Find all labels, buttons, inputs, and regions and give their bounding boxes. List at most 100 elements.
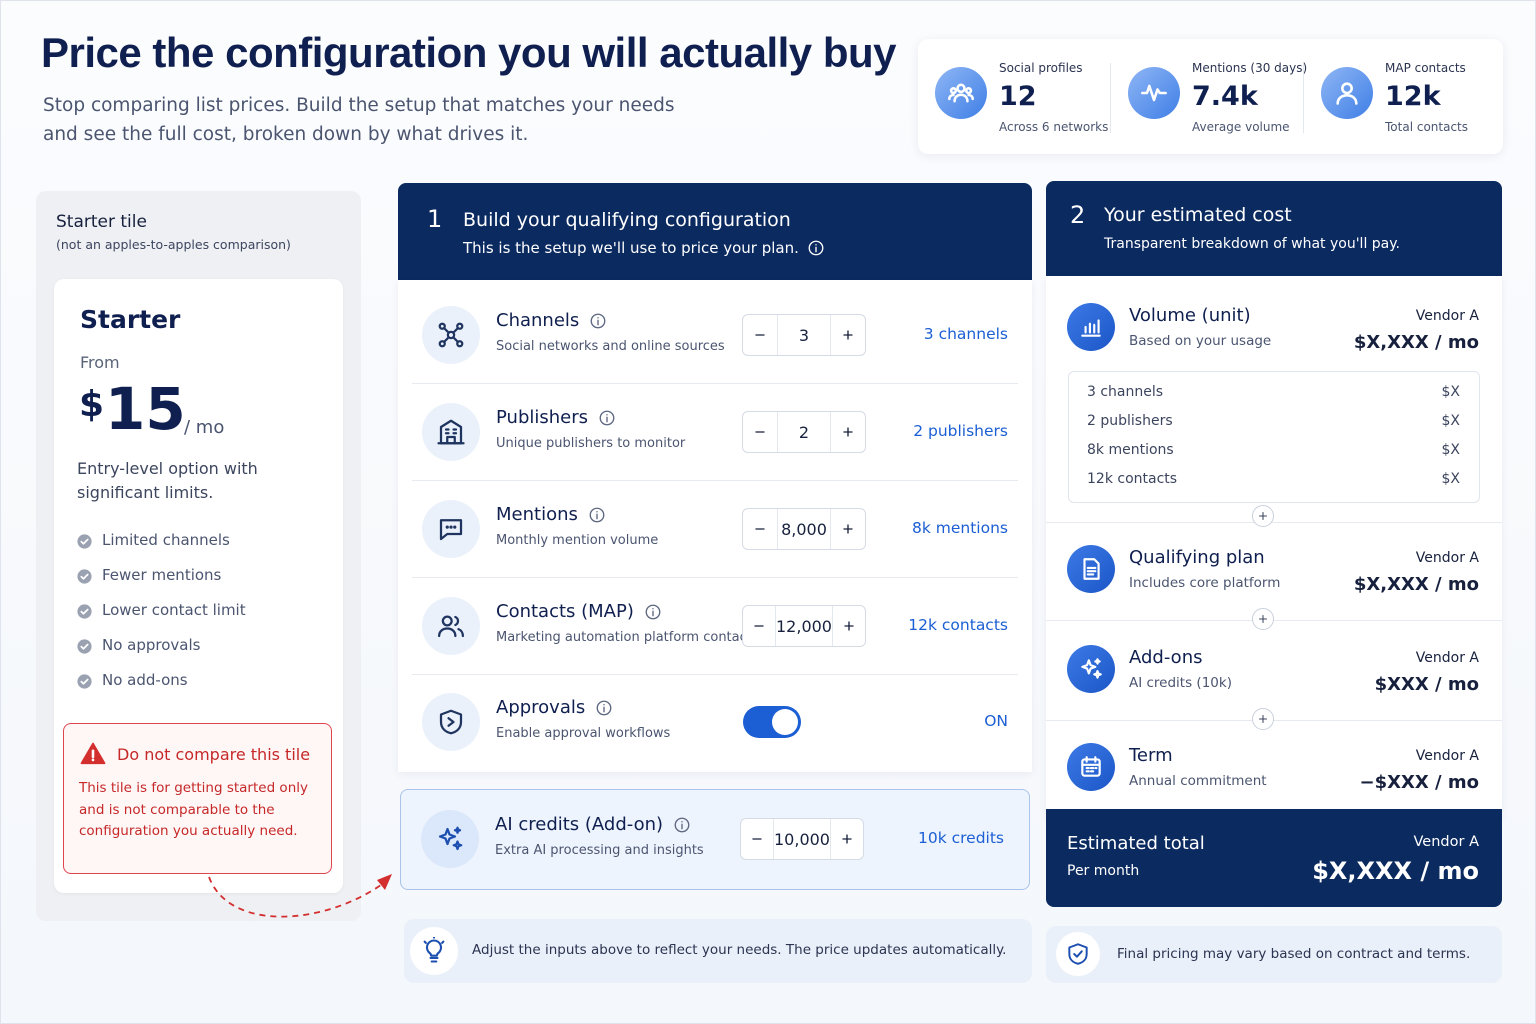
cost-header (1046, 181, 1502, 276)
icon-plus (843, 330, 853, 340)
cost-item-vendor: Vendor A (1415, 748, 1479, 764)
icon-plus (843, 524, 853, 534)
increment-button[interactable] (831, 819, 863, 859)
icon-pulse (1141, 84, 1167, 102)
starter-limit: Lower contact limit (102, 601, 246, 619)
icon-shape (964, 87, 973, 95)
icon-shape (456, 340, 464, 348)
cost-item-price: $XXX / mo (1374, 674, 1479, 695)
icon-shape (80, 573, 89, 580)
input-name: Publishers (496, 407, 589, 428)
icon-shape (439, 519, 463, 541)
decrement-button[interactable] (743, 606, 775, 646)
icon-plus (1258, 511, 1268, 521)
name-row: Publishers (496, 407, 616, 428)
icon-shape (80, 678, 89, 685)
cost-item-price: −$XXX / mo (1359, 772, 1479, 793)
icon-shape (438, 340, 446, 348)
starter-tile-note: (not an apples-to-apples comparison) (56, 237, 291, 252)
icon-shape (1258, 511, 1268, 521)
cost-subtitle: Transparent breakdown of what you'll pay… (1104, 236, 1400, 252)
input-icon (422, 306, 480, 364)
total-box (1046, 809, 1502, 907)
cost-item-name: Qualifying plan (1129, 547, 1265, 568)
cost-divider (1046, 720, 1502, 721)
icon-shield (439, 709, 463, 735)
icon-shape (1081, 319, 1101, 337)
input-name: Channels (496, 310, 580, 331)
icon-info (808, 240, 824, 256)
increment-button[interactable] (831, 412, 865, 452)
icon-shape (1073, 950, 1083, 958)
cost-item-description: Includes core platform (1129, 575, 1281, 591)
icon-bulb (423, 937, 445, 963)
icon-check (77, 534, 92, 549)
icon-shape (437, 428, 465, 445)
cost-item-description: Annual commitment (1129, 773, 1267, 789)
increment-button[interactable] (833, 606, 865, 646)
icon-shape (443, 327, 459, 343)
cost-divider (1046, 522, 1502, 523)
note-text: Final pricing may vary based on contract… (1117, 946, 1471, 962)
icon-shape (77, 674, 92, 689)
icon-shape (1081, 758, 1101, 777)
cost-divider (1046, 620, 1502, 621)
input-name: Mentions (496, 504, 578, 525)
row-divider (412, 674, 1018, 675)
icon-shape (80, 643, 89, 650)
icon-shape (674, 817, 690, 832)
cost-step: 2 (1070, 201, 1086, 229)
increment-button[interactable] (831, 315, 865, 355)
decrement-button[interactable] (743, 315, 777, 355)
icon-shape (843, 524, 853, 534)
stat-icon (1321, 67, 1373, 119)
icon-shape (1141, 84, 1167, 102)
icon-plus (1258, 614, 1268, 624)
starter-price: 15 (105, 375, 186, 443)
breakdown-label: 8k mentions (1087, 442, 1174, 458)
decrement-button[interactable] (743, 509, 777, 549)
icon-shape (423, 937, 445, 944)
tip-text: Adjust the inputs above to reflect your … (472, 942, 1007, 958)
name-row: Channels (496, 310, 607, 331)
icon-shape (599, 410, 615, 425)
starter-currency: $ (79, 384, 105, 425)
input-description: Enable approval workflows (496, 726, 671, 741)
input-summary: 2 publishers (913, 422, 1008, 440)
cost-icon (1067, 545, 1115, 593)
increment-button[interactable] (831, 509, 865, 549)
breakdown-price: $X (1441, 442, 1461, 458)
input-summary: 12k contacts (908, 616, 1008, 634)
config-body (398, 280, 1032, 772)
cost-body (1046, 276, 1502, 816)
decrement-button[interactable] (743, 412, 777, 452)
icon-info (599, 410, 615, 425)
icon-shape (949, 87, 958, 95)
input-icon (422, 403, 480, 461)
icon-warn (80, 742, 106, 765)
cost-item-vendor: Vendor A (1415, 550, 1479, 566)
config-subtitle-row: This is the setup we'll use to price you… (463, 239, 825, 257)
approval-toggle[interactable] (743, 706, 801, 738)
stepper-value: 8,000 (777, 509, 831, 549)
icon-shape (956, 83, 966, 94)
icon-shape (438, 827, 457, 846)
stat-label: Mentions (30 days) (1192, 61, 1308, 75)
breakdown-box (1068, 371, 1480, 503)
icon-shieldcheck (1068, 943, 1088, 965)
icon-minus (754, 625, 764, 627)
decrement-button[interactable] (741, 819, 773, 859)
input-icon (422, 597, 480, 655)
input-description: Monthly mention volume (496, 533, 659, 548)
cost-icon (1067, 743, 1115, 791)
starter-period: / mo (184, 417, 225, 438)
stat-icon (1128, 67, 1180, 119)
stepper-value: 2 (777, 412, 831, 452)
row-divider (412, 577, 1018, 578)
icon-minus (755, 528, 765, 530)
toggle-knob (772, 709, 798, 735)
starter-description: Entry-level option with significant limi… (77, 459, 258, 502)
page-title: Price the configuration you will actuall… (41, 29, 897, 76)
icon-shape (454, 615, 464, 638)
